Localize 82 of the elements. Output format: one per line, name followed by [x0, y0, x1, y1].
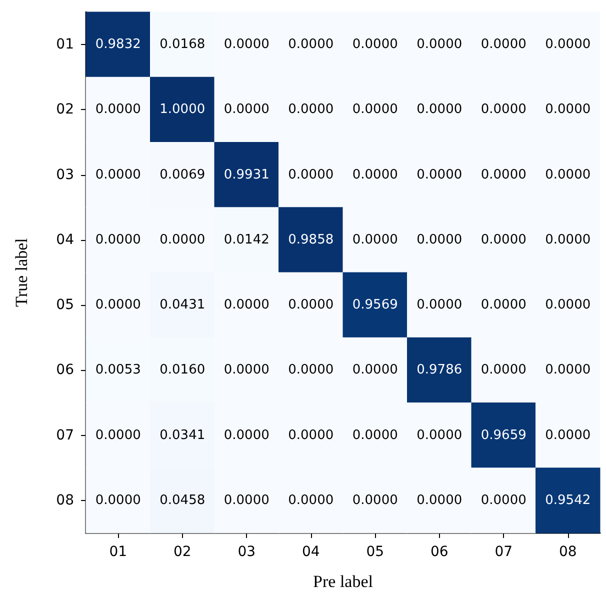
- y-tick-label: 08: [56, 492, 74, 508]
- x-tick-label: 04: [302, 544, 320, 560]
- x-tick-label: 08: [558, 544, 577, 560]
- data-label: 0.9569: [352, 298, 398, 313]
- data-label: 0.0000: [416, 298, 462, 313]
- data-label: 0.0000: [224, 428, 270, 443]
- x-tick-label: 07: [494, 544, 513, 560]
- data-label: 0.0168: [160, 37, 206, 52]
- data-label: 0.0000: [288, 298, 334, 313]
- data-label: 0.0000: [416, 492, 462, 508]
- data-label: 0.0000: [160, 232, 206, 248]
- data-label: 0.0000: [352, 232, 398, 248]
- data-label: 0.0000: [288, 102, 334, 118]
- data-label: 1.0000: [160, 102, 206, 118]
- data-label: 0.0069: [160, 167, 206, 182]
- data-label: 0.9786: [416, 362, 462, 378]
- data-label: 0.0000: [352, 167, 398, 182]
- data-label: 0.0000: [352, 102, 398, 118]
- data-label: 0.0000: [95, 428, 141, 443]
- data-label: 0.0000: [95, 492, 141, 508]
- data-label: 0.9659: [480, 428, 526, 443]
- data-label: 0.9858: [288, 232, 334, 248]
- data-label: 0.0000: [352, 37, 398, 52]
- data-label: 0.0053: [95, 362, 141, 378]
- y-tick-label: 04: [56, 232, 74, 248]
- data-label: 0.9832: [95, 37, 141, 52]
- data-label: 0.0000: [224, 37, 270, 52]
- data-label: 0.0000: [224, 298, 270, 313]
- data-label: 0.0000: [288, 428, 334, 443]
- data-label: 0.0000: [95, 167, 141, 182]
- data-label: 0.0000: [95, 298, 141, 313]
- y-tick-label: 05: [56, 297, 74, 314]
- y-tick-label: 02: [56, 102, 74, 118]
- data-label: 0.0000: [480, 167, 526, 182]
- data-label: 0.0000: [480, 298, 526, 313]
- data-label: 0.0000: [545, 232, 591, 248]
- data-label: 0.0000: [288, 492, 334, 508]
- data-label: 0.0000: [416, 232, 462, 248]
- data-label: 0.9931: [224, 167, 270, 182]
- y-tick-label: 03: [56, 166, 74, 183]
- data-label: 0.0000: [545, 298, 591, 313]
- data-label: 0.0000: [416, 428, 462, 443]
- data-label: 0.9542: [545, 492, 591, 508]
- y-tick-label: 01: [56, 36, 74, 53]
- data-label: 0.0000: [224, 492, 270, 508]
- data-label: 0.0000: [288, 37, 334, 52]
- data-label: 0.0000: [545, 167, 591, 182]
- y-tick-label: 07: [56, 427, 74, 444]
- data-label: 0.0000: [545, 362, 591, 378]
- data-label: 0.0000: [416, 102, 462, 118]
- data-label: 0.0000: [352, 362, 398, 378]
- y-axis-title: True label: [12, 238, 31, 307]
- data-label: 0.0341: [160, 428, 206, 443]
- x-tick-label: 03: [238, 544, 256, 560]
- data-label: 0.0000: [95, 232, 141, 248]
- x-tick-label: 01: [109, 544, 128, 560]
- data-label: 0.0000: [416, 167, 462, 182]
- data-label: 0.0000: [545, 428, 591, 443]
- data-label: 0.0160: [160, 362, 206, 378]
- data-label: 0.0000: [288, 362, 334, 378]
- data-label: 0.0000: [352, 492, 398, 508]
- data-label: 0.0000: [224, 362, 270, 378]
- data-label: 0.0000: [416, 37, 462, 52]
- data-label: 0.0000: [480, 102, 526, 118]
- x-tick-label: 02: [173, 544, 192, 560]
- data-label: 0.0000: [545, 37, 591, 52]
- data-label: 0.0000: [95, 102, 141, 118]
- data-label: 0.0000: [480, 232, 526, 248]
- y-tick-label: 06: [56, 362, 74, 378]
- data-label: 0.0000: [480, 37, 526, 52]
- x-tick-label: 06: [430, 544, 448, 560]
- data-label: 0.0000: [224, 102, 270, 118]
- data-label: 0.0431: [160, 298, 206, 313]
- data-label: 0.0000: [288, 167, 334, 182]
- x-axis-title: Pre label: [313, 572, 374, 591]
- data-label: 0.0000: [480, 362, 526, 378]
- data-label: 0.0000: [352, 428, 398, 443]
- data-label: 0.0142: [224, 232, 270, 248]
- x-tick-label: 05: [366, 544, 384, 560]
- data-label: 0.0000: [480, 492, 526, 508]
- data-label: 0.0000: [545, 102, 591, 118]
- data-label: 0.0458: [160, 492, 206, 508]
